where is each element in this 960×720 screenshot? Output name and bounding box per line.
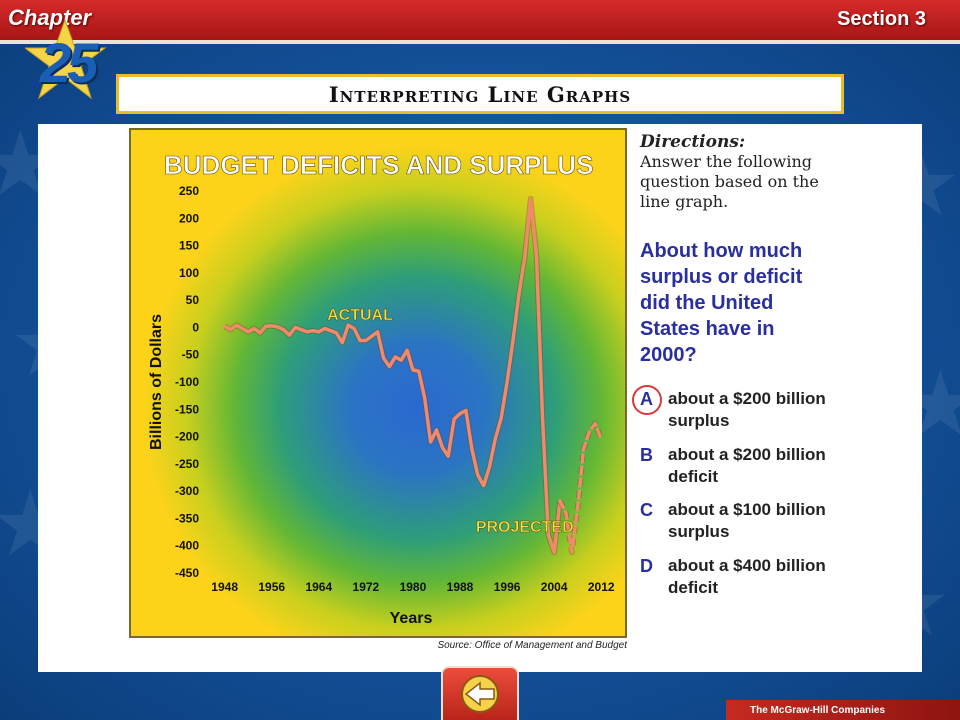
star-icon: [25, 20, 107, 100]
y-tick-label: 0: [192, 320, 199, 334]
x-tick-label: 1972: [353, 580, 380, 594]
x-axis-label: Years: [390, 610, 433, 627]
y-tick-label: -450: [175, 566, 199, 580]
y-tick-label: 100: [179, 266, 199, 280]
x-tick-label: 2012: [588, 580, 615, 594]
answer-text: about a $400 billion deficit: [668, 556, 826, 597]
answer-letter: A: [640, 389, 653, 409]
chart-source: Source: Office of Management and Budget: [437, 640, 627, 651]
chart-canvas: BUDGET DEFICITS AND SURPLUS 250 200 150 100 5…: [148, 150, 615, 627]
y-tick-label: 250: [179, 184, 199, 198]
answer-letter: C: [640, 500, 653, 520]
y-tick-label: -400: [175, 539, 199, 553]
x-tick-label: 2004: [541, 580, 568, 594]
chapter-label: Chapter: [8, 5, 92, 30]
y-tick-label: -100: [175, 375, 199, 389]
y-tick-label: -250: [175, 457, 199, 471]
annotation-label: ACTUAL: [327, 307, 393, 324]
y-tick-label: 150: [179, 239, 199, 253]
y-tick-label: -150: [175, 402, 199, 416]
y-tick-label: -300: [175, 484, 199, 498]
y-tick-label: -350: [175, 511, 199, 525]
line-chart: BUDGET DEFICITS AND SURPLUS 250 200 150 100 5…: [129, 128, 627, 638]
answer-letter: D: [640, 556, 653, 576]
back-button[interactable]: [441, 666, 519, 720]
x-tick-label: 1956: [258, 580, 285, 594]
slide-title: Interpreting Line Graphs: [328, 81, 632, 107]
header-bar: Chapter Section 3: [0, 0, 960, 44]
y-tick-label: 50: [186, 293, 200, 307]
back-arrow-icon: [461, 675, 499, 713]
chapter-number: 25: [40, 31, 98, 94]
y-axis-label: Billions of Dollars: [148, 314, 165, 450]
answer-letter: B: [640, 445, 653, 465]
slide-title-bar: Interpreting Line Graphs: [116, 74, 844, 114]
annotation-label: PROJECTED: [476, 519, 574, 536]
series-line-projected: [558, 421, 603, 555]
directions-heading: Directions:: [640, 132, 746, 152]
answer-text: about a $200 billion deficit: [668, 445, 826, 486]
directions-text: Answer the following question based on t…: [640, 152, 819, 211]
x-tick-label: 1964: [305, 580, 332, 594]
question-text: About how much surplus or deficit did th…: [640, 240, 803, 366]
answer-text: about a $100 billion surplus: [668, 500, 826, 541]
y-tick-label: -200: [175, 430, 199, 444]
publisher-footer: The McGraw-Hill Companies: [726, 700, 960, 720]
series-line-actual: [222, 196, 562, 555]
chart-title: BUDGET DEFICITS AND SURPLUS: [164, 150, 594, 180]
directions-block: Directions: Answer the following questio…: [640, 132, 830, 212]
section-label: Section 3: [837, 8, 926, 30]
y-tick-label: -50: [182, 348, 200, 362]
x-tick-label: 1996: [494, 580, 521, 594]
x-tick-label: 1980: [400, 580, 427, 594]
y-tick-label: 200: [179, 211, 199, 225]
answer-text: about a $200 billion surplus: [668, 389, 826, 430]
selected-answer-circle: [632, 385, 662, 415]
x-tick-label: 1988: [447, 580, 474, 594]
x-tick-label: 1948: [211, 580, 238, 594]
